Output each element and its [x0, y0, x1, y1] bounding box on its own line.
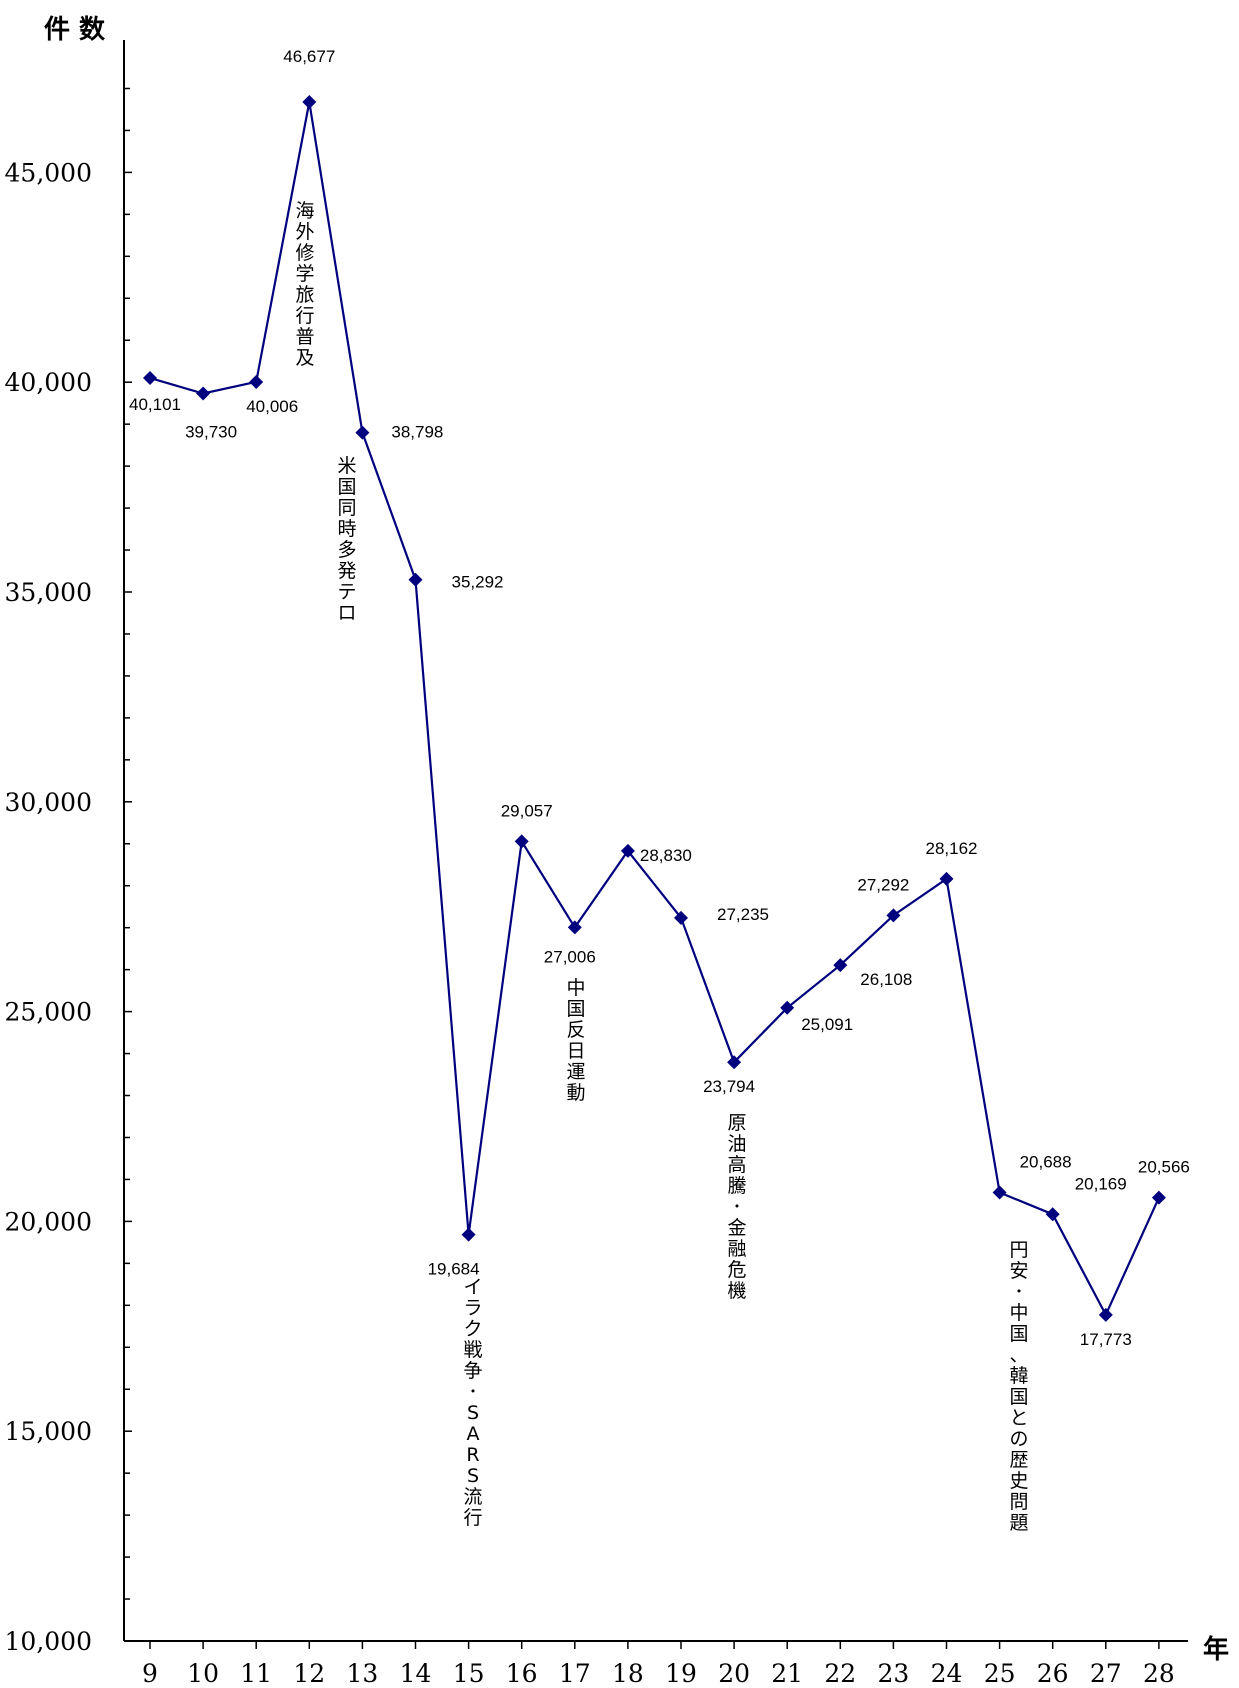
data-label: 20,566: [1138, 1158, 1190, 1177]
data-point-marker: [1045, 1207, 1060, 1222]
data-point-marker: [620, 843, 635, 858]
y-axis-title: 件 数: [44, 15, 106, 45]
data-label: 26,108: [860, 970, 912, 989]
x-tick-label: 19: [665, 1659, 697, 1688]
ticks: 10,000 15,000 20,000 25,000 30,000 35,000 40,0…: [5, 87, 1175, 1688]
data-point-marker: [461, 1227, 476, 1242]
y-tick-label: 30,000: [5, 788, 92, 817]
data-label: 40,006: [246, 397, 298, 416]
y-tick-label: 20,000: [5, 1207, 92, 1236]
annotation-text: 円安･中国、韓国との歴史問題: [1009, 1239, 1028, 1534]
data-label: 46,677: [283, 47, 335, 66]
data-label: 35,292: [452, 573, 504, 592]
x-tick-label: 26: [1037, 1659, 1069, 1688]
data-point-marker: [408, 572, 423, 587]
annotation-text: イラク戦争･ S A R S 流行: [463, 1276, 482, 1529]
data-point-marker: [514, 834, 529, 849]
x-tick-label: 28: [1143, 1659, 1175, 1688]
series-line: [149, 101, 1160, 1318]
annotation-text: 米国同時多発テロ: [337, 455, 356, 624]
data-label: 28,830: [640, 846, 692, 865]
data-point-marker: [249, 374, 264, 389]
data-point-marker: [302, 95, 317, 110]
data-point-marker: [833, 958, 848, 973]
data-point-marker: [886, 908, 901, 923]
data-label: 27,235: [717, 905, 769, 924]
y-tick-label: 40,000: [5, 368, 92, 397]
annotation-text: 中国反日運動: [566, 977, 585, 1104]
data-point-marker: [780, 1000, 795, 1015]
x-tick-label: 15: [453, 1659, 485, 1688]
y-tick-label: 45,000: [5, 158, 92, 187]
annotation-text: 原油高騰･金融危機: [727, 1112, 746, 1302]
data-label: 40,101: [129, 395, 181, 414]
data-label: 20,169: [1075, 1174, 1127, 1193]
x-tick-label: 20: [718, 1659, 750, 1688]
x-tick-label: 23: [877, 1659, 909, 1688]
axes: [123, 40, 1188, 1642]
x-tick-label: 14: [400, 1659, 432, 1688]
x-tick-label: 21: [771, 1659, 803, 1688]
annotation-text: 海外修学旅行普及: [295, 200, 314, 369]
x-tick-label: 10: [187, 1659, 219, 1688]
x-axis-title: 年: [1203, 1634, 1229, 1665]
data-point-marker: [196, 386, 211, 401]
series-line-group: [149, 101, 1160, 1318]
data-point-marker: [355, 425, 370, 440]
x-tick-label: 27: [1090, 1659, 1122, 1688]
y-tick-label: 35,000: [5, 578, 92, 607]
data-point-marker: [727, 1055, 742, 1070]
data-label: 27,006: [544, 947, 596, 966]
data-point-marker: [1098, 1307, 1113, 1322]
y-tick-label: 10,000: [5, 1627, 92, 1656]
data-point-marker: [143, 370, 157, 385]
x-tick-label: 9: [142, 1659, 158, 1688]
x-tick-label: 22: [824, 1659, 856, 1688]
x-tick-label: 16: [506, 1659, 538, 1688]
x-tick-label: 13: [346, 1659, 378, 1688]
data-label: 27,292: [857, 875, 909, 894]
data-point-marker: [939, 871, 954, 886]
data-point-marker: [674, 910, 688, 925]
x-tick-label: 25: [984, 1659, 1016, 1688]
x-tick-label: 11: [240, 1659, 272, 1688]
data-label: 38,798: [391, 423, 443, 442]
data-label: 25,091: [801, 1015, 853, 1034]
y-tick-label: 25,000: [5, 998, 92, 1027]
data-label: 20,688: [1020, 1153, 1072, 1172]
data-point-marker: [1151, 1190, 1166, 1205]
data-label: 17,773: [1080, 1330, 1132, 1349]
data-point-marker: [992, 1185, 1007, 1200]
data-label: 23,794: [703, 1077, 755, 1096]
data-points: [143, 95, 1166, 1322]
data-label: 29,057: [501, 801, 553, 820]
x-tick-label: 24: [931, 1659, 963, 1688]
x-tick-label: 18: [612, 1659, 644, 1688]
data-point-marker: [567, 920, 582, 935]
x-tick-label: 12: [293, 1659, 325, 1688]
data-label: 19,684: [428, 1260, 480, 1279]
data-label: 28,162: [926, 839, 978, 858]
y-tick-label: 15,000: [5, 1417, 92, 1446]
data-label: 39,730: [185, 423, 237, 442]
x-tick-label: 17: [559, 1659, 591, 1688]
